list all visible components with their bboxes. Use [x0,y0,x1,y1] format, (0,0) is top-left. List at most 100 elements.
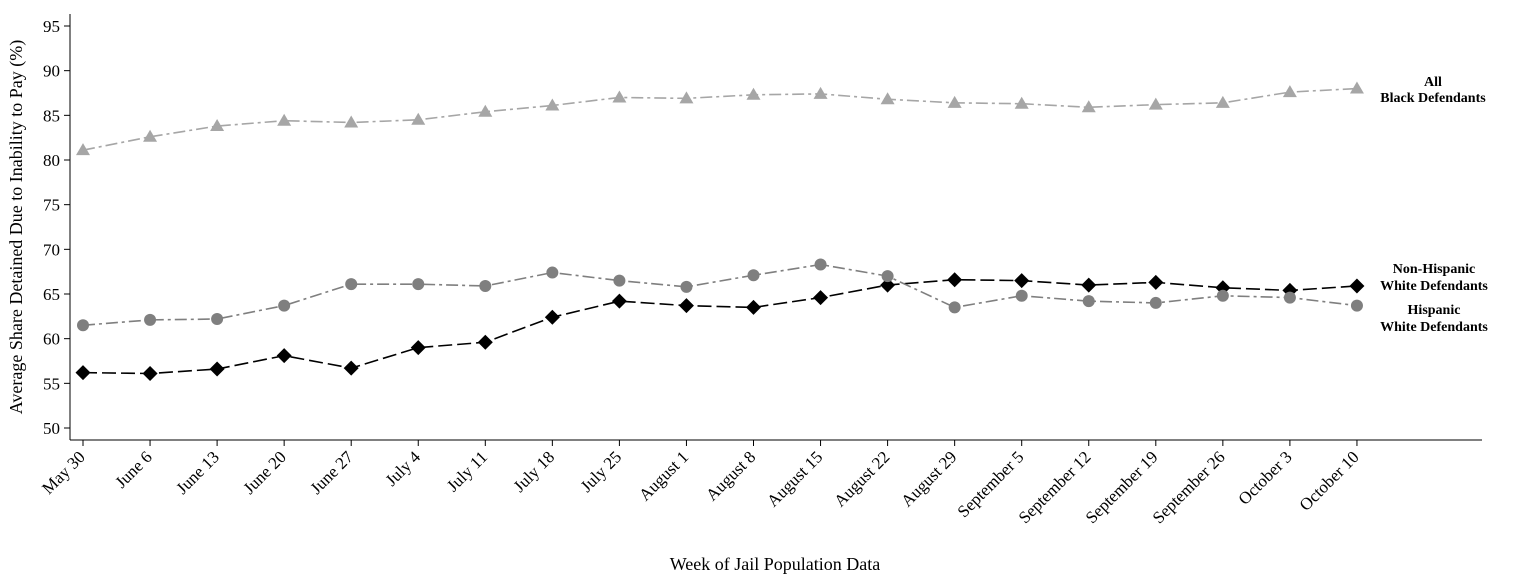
data-point-triangle [1282,85,1297,98]
data-point-circle [1149,296,1162,309]
data-point-triangle [478,104,493,117]
series-0 [76,81,1364,156]
data-point-circle [412,278,425,291]
data-point-circle [881,270,894,283]
data-point-triangle [545,98,560,111]
data-point-triangle [679,91,694,104]
x-tick-label: July 4 [382,447,425,490]
series-label: Hispanic [1408,303,1461,318]
x-tick-label: August 29 [897,447,960,510]
x-tick-label: September 5 [954,447,1028,521]
y-tick-label: 60 [43,330,60,349]
series-2 [77,258,1363,332]
data-point-triangle [880,92,895,105]
data-point-diamond [477,334,493,350]
series-label: Black Defendants [1380,91,1486,106]
data-point-triangle [813,86,828,99]
y-tick-label: 90 [43,62,60,81]
x-ticks: May 30 June 6 June 13 June 20 June 27 July 4 J… [38,440,1363,527]
x-tick-label: June 6 [111,447,155,491]
data-point-circle [345,278,358,291]
y-tick-label: 70 [43,240,60,259]
data-point-diamond [611,293,627,309]
series-label: All [1424,75,1442,90]
data-point-circle [948,301,961,314]
data-point-diamond [746,299,761,315]
series-line [82,263,1358,327]
data-point-diamond [947,272,963,288]
data-point-circle [747,269,760,282]
x-tick-label: June 27 [307,447,358,498]
y-tick-label: 50 [43,419,60,438]
data-point-triangle [1349,81,1364,94]
data-point-circle [144,313,157,326]
x-tick-label: September 26 [1149,447,1229,527]
data-point-diamond [209,361,225,377]
y-tick-label: 95 [43,17,60,36]
y-tick-label: 55 [43,374,60,393]
data-point-diamond [75,365,91,381]
data-point-circle [1216,289,1229,302]
x-tick-label: June 13 [172,447,223,498]
data-point-diamond [813,290,829,306]
y-tick-label: 80 [43,151,60,170]
data-point-diamond [343,360,359,376]
data-point-circle [1082,295,1095,308]
data-point-triangle [411,112,426,125]
series-line [82,87,1357,151]
data-point-diamond [276,348,292,364]
data-point-diamond [678,298,694,314]
x-tick-label: July 11 [443,447,491,495]
axes [69,14,1482,441]
data-point-circle [814,258,827,271]
series-label: White Defendants [1380,320,1488,335]
series-1 [75,272,1365,382]
y-ticks: 50 55 60 65 70 75 80 85 90 95 [43,17,70,438]
data-point-triangle [1081,100,1096,113]
series-line [82,278,1358,375]
x-tick-label: August 1 [635,447,692,504]
y-axis-title: Average Share Detained Due to Inability … [6,40,27,415]
x-tick-label: May 30 [38,447,89,498]
series-layer [75,81,1365,382]
data-point-triangle [76,143,90,156]
data-point-diamond [142,366,158,382]
x-tick-label: June 20 [239,447,290,498]
data-point-circle [1015,289,1028,302]
data-point-triangle [143,129,158,142]
data-point-circle [1350,299,1363,312]
x-tick-label: August 15 [763,447,826,510]
data-point-circle [613,274,626,287]
data-point-triangle [612,90,627,103]
data-point-diamond [1349,278,1365,294]
data-point-diamond [1081,277,1097,293]
y-tick-label: 75 [43,196,60,215]
data-point-diamond [410,340,426,356]
x-tick-label: August 8 [702,447,759,504]
series-label: White Defendants [1380,279,1488,294]
x-tick-label: July 25 [577,447,626,496]
x-tick-label: October 3 [1235,447,1296,508]
data-point-circle [211,313,224,326]
data-point-circle [680,280,693,293]
x-tick-label: October 10 [1296,447,1363,514]
data-point-circle [77,319,89,332]
data-point-circle [278,299,291,312]
data-point-triangle [277,113,292,126]
data-point-diamond [1148,274,1164,290]
data-point-triangle [1148,97,1163,110]
data-point-triangle [947,95,962,108]
data-point-circle [479,279,492,292]
x-tick-label: August 22 [830,447,893,510]
data-point-circle [1283,291,1296,304]
data-point-triangle [746,87,761,100]
data-point-triangle [210,119,225,132]
data-point-triangle [1215,95,1230,108]
x-tick-label: July 18 [510,447,559,496]
y-tick-label: 65 [43,285,60,304]
data-point-diamond [544,309,560,325]
y-tick-label: 85 [43,106,60,125]
data-point-diamond [1014,273,1030,289]
